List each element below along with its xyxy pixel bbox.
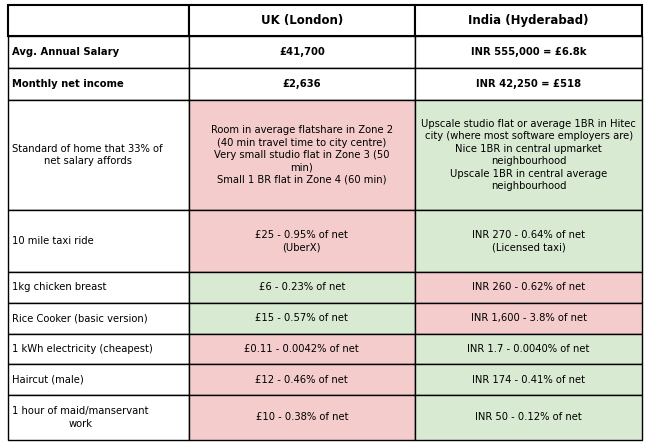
Text: INR 555,000 = £6.8k: INR 555,000 = £6.8k: [471, 47, 586, 57]
Bar: [188, 303, 415, 334]
Text: Monthly net income: Monthly net income: [12, 79, 124, 89]
Bar: [8, 364, 188, 395]
Text: INR 50 - 0.12% of net: INR 50 - 0.12% of net: [475, 413, 582, 422]
Bar: [188, 364, 415, 395]
Text: INR 1.7 - 0.0040% of net: INR 1.7 - 0.0040% of net: [467, 344, 590, 354]
Text: Standard of home that 33% of
net salary affords: Standard of home that 33% of net salary …: [12, 144, 163, 166]
Bar: [188, 395, 415, 440]
Text: Haircut (male): Haircut (male): [12, 375, 84, 385]
Bar: [415, 5, 642, 36]
Bar: [188, 100, 415, 210]
Text: £12 - 0.46% of net: £12 - 0.46% of net: [255, 375, 348, 385]
Bar: [188, 334, 415, 364]
Bar: [415, 272, 642, 303]
Text: INR 260 - 0.62% of net: INR 260 - 0.62% of net: [472, 283, 585, 292]
Text: Rice Cooker (basic version): Rice Cooker (basic version): [12, 313, 148, 323]
Bar: [188, 210, 415, 272]
Bar: [188, 68, 415, 100]
Text: Room in average flatshare in Zone 2
(40 min travel time to city centre)
Very sma: Room in average flatshare in Zone 2 (40 …: [211, 125, 393, 185]
Bar: [415, 210, 642, 272]
Bar: [8, 68, 188, 100]
Bar: [415, 68, 642, 100]
Text: 1 kWh electricity (cheapest): 1 kWh electricity (cheapest): [12, 344, 153, 354]
Text: £6 - 0.23% of net: £6 - 0.23% of net: [259, 283, 345, 292]
Bar: [415, 303, 642, 334]
Bar: [415, 395, 642, 440]
Bar: [415, 100, 642, 210]
Text: £41,700: £41,700: [279, 47, 325, 57]
Bar: [8, 395, 188, 440]
Bar: [8, 334, 188, 364]
Text: £0.11 - 0.0042% of net: £0.11 - 0.0042% of net: [244, 344, 359, 354]
Text: INR 1,600 - 3.8% of net: INR 1,600 - 3.8% of net: [471, 313, 587, 323]
Text: Upscale studio flat or average 1BR in Hitec
city (where most software employers : Upscale studio flat or average 1BR in Hi…: [421, 119, 636, 191]
Text: £15 - 0.57% of net: £15 - 0.57% of net: [255, 313, 348, 323]
Text: Avg. Annual Salary: Avg. Annual Salary: [12, 47, 120, 57]
Text: India (Hyderabad): India (Hyderabad): [469, 14, 589, 27]
Text: INR 174 - 0.41% of net: INR 174 - 0.41% of net: [472, 375, 585, 385]
Text: 10 mile taxi ride: 10 mile taxi ride: [12, 236, 94, 246]
Bar: [8, 272, 188, 303]
Bar: [188, 36, 415, 68]
Bar: [415, 364, 642, 395]
Text: UK (London): UK (London): [261, 14, 343, 27]
Bar: [8, 100, 188, 210]
Bar: [415, 36, 642, 68]
Bar: [415, 334, 642, 364]
Bar: [188, 5, 415, 36]
Text: 1 hour of maid/manservant
work: 1 hour of maid/manservant work: [12, 406, 149, 429]
Text: 1kg chicken breast: 1kg chicken breast: [12, 283, 107, 292]
Text: INR 270 - 0.64% of net
(Licensed taxi): INR 270 - 0.64% of net (Licensed taxi): [472, 230, 585, 252]
Bar: [8, 210, 188, 272]
Text: £25 - 0.95% of net
(UberX): £25 - 0.95% of net (UberX): [255, 230, 348, 252]
Bar: [8, 36, 188, 68]
Bar: [188, 272, 415, 303]
Text: £10 - 0.38% of net: £10 - 0.38% of net: [255, 413, 348, 422]
Text: INR 42,250 = £518: INR 42,250 = £518: [476, 79, 581, 89]
Text: £2,636: £2,636: [283, 79, 321, 89]
Bar: [8, 303, 188, 334]
Bar: [8, 5, 188, 36]
